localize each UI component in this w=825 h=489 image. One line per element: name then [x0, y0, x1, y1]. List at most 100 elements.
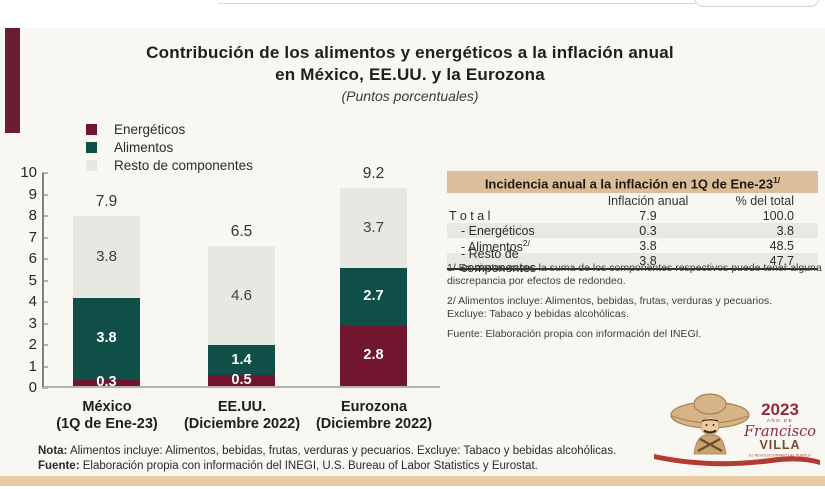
- legend-item-alimentos: Alimentos: [86, 138, 253, 156]
- row-label: T o t a l: [449, 208, 491, 223]
- table-row-alimentos: - Alimentos2/ 3.8 48.5: [447, 238, 818, 254]
- y-tick-label: 0: [28, 379, 37, 396]
- villa-eye-right: [712, 424, 715, 426]
- row-pct: 47.7: [769, 253, 794, 268]
- legend-label: Alimentos: [114, 139, 174, 155]
- y-tick-label: 4: [28, 293, 37, 310]
- y-tick-mark: [42, 344, 48, 346]
- y-tick-label: 2: [28, 336, 37, 353]
- row-inflacion: 3.8: [639, 253, 657, 268]
- segment-value: 2.7: [363, 288, 384, 305]
- bandolier-left: [697, 437, 721, 453]
- francisco-villa-logo: 2023 AÑO DE Francisco VILLA EL REVOLUCIO…: [654, 393, 820, 467]
- y-tick-mark: [42, 172, 48, 174]
- y-tick-mark: [42, 365, 48, 368]
- table-source: Fuente: Elaboración propia con informaci…: [447, 328, 702, 340]
- y-tick-label: 5: [28, 271, 37, 289]
- row-label-text: - Alimentos: [461, 239, 523, 254]
- column-header-inflacion: Inflación anual: [607, 193, 689, 208]
- y-tick-label: 1: [28, 357, 37, 375]
- x-label-eeuu: EE.UU. (Diciembre 2022): [162, 399, 322, 433]
- segment-value: 0.3: [96, 374, 117, 391]
- segment-value: 3.7: [363, 219, 384, 237]
- x-label-eurozona: Eurozona (Diciembre 2022): [294, 399, 454, 433]
- bar-total-label-eeuu: 6.5: [230, 223, 253, 241]
- category-period: (1Q de Ene-23): [56, 416, 158, 432]
- category-name: EE.UU.: [217, 399, 267, 415]
- maroon-accent-bar: [5, 28, 20, 133]
- sombrero-crown-icon: [693, 393, 727, 415]
- y-tick-mark: [42, 279, 48, 282]
- y-tick-mark: [42, 258, 48, 260]
- segment-alimentos-eurozona: 2.7: [340, 267, 407, 326]
- row-pct: 48.5: [769, 238, 794, 253]
- bar-total-label-mexico: 7.9: [95, 193, 118, 211]
- row-label-superscript: 2/: [522, 237, 530, 248]
- table-footnotes: 1/ En ciertos casos la suma de los compo…: [447, 262, 825, 341]
- bar-eurozona: 9.2 2.8 2.7 3.7: [340, 165, 407, 386]
- legend-item-energeticos: Energéticos: [86, 120, 253, 138]
- legend-swatch-alimentos-icon: [86, 141, 97, 153]
- logo-tagline: EL REVOLUCIONARIO DEL PUEBLO: [749, 454, 810, 458]
- y-tick-label: 6: [28, 250, 37, 267]
- legend-item-resto: Resto de componentes: [86, 156, 253, 174]
- segment-value: 2.8: [363, 347, 384, 364]
- nota-text: Alimentos incluye: Alimentos, bebidas, f…: [67, 445, 617, 457]
- row-pct: 100.0: [762, 208, 794, 223]
- row-inflacion: 3.8: [639, 238, 657, 253]
- footnote-1: 1/ En ciertos casos la suma de los compo…: [447, 262, 822, 287]
- segment-alimentos-eeuu: 1.4: [208, 345, 275, 376]
- table-column-headers: Inflación anual % del total: [447, 193, 818, 208]
- category-period: (Diciembre 2022): [315, 416, 433, 432]
- segment-value: 3.8: [96, 330, 117, 347]
- segment-resto-eeuu: 4.6: [208, 246, 275, 346]
- segment-resto-mexico: 3.8: [73, 216, 140, 298]
- red-ribbon: [654, 454, 820, 467]
- logo-surname: VILLA: [759, 438, 800, 452]
- villa-eye-left: [705, 424, 708, 426]
- column-header-pct: % del total: [735, 193, 794, 208]
- logo-ano-de: AÑO DE: [767, 417, 793, 423]
- segment-value: 4.6: [231, 287, 252, 305]
- y-axis-tickmarks: [42, 172, 48, 389]
- y-tick-label: 10: [20, 164, 37, 181]
- partial-browser-control[interactable]: [694, 0, 820, 7]
- table-title-text: Incidencia anual a la inflación en 1Q de…: [484, 176, 774, 192]
- legend-label: Resto de componentes: [114, 157, 253, 173]
- fuente-text: Elaboración propia con información del I…: [79, 459, 538, 472]
- y-tick-label: 8: [28, 207, 37, 224]
- table-title: Incidencia anual a la inflación en 1Q de…: [447, 171, 818, 194]
- segment-energeticos-eurozona: 2.8: [340, 325, 407, 386]
- y-tick-mark: [42, 236, 48, 239]
- chart-legend: Energéticos Alimentos Resto de component…: [86, 120, 253, 174]
- nota-label: Nota:: [38, 445, 68, 457]
- top-divider-line: [218, 3, 696, 4]
- row-pct: 3.8: [776, 223, 794, 238]
- y-tick-mark: [42, 193, 48, 196]
- y-tick-mark: [42, 322, 48, 325]
- x-label-mexico: México (1Q de Ene-23): [27, 399, 187, 433]
- villa-hair: [701, 419, 719, 422]
- fuente-line: Fuente: Elaboración propia con informaci…: [38, 459, 618, 474]
- chart-title-line1: Contribución de los alimentos y energéti…: [146, 43, 674, 62]
- bar-chart-plot: 7.9 0.3 3.8 3.8 6.5 0.5 1.4 4.6 9.2 2.8 …: [42, 165, 440, 390]
- y-tick-label: 9: [28, 185, 37, 203]
- footnote-2-line1: 2/ Alimentos incluye: Alimentos, bebidas…: [447, 295, 773, 307]
- villa-mustache: [703, 429, 717, 434]
- category-name: Eurozona: [340, 399, 408, 415]
- legend-label: Energéticos: [114, 121, 186, 137]
- table-row-energeticos: - Energéticos 0.3 3.8: [447, 223, 818, 239]
- row-label: - Alimentos2/: [447, 238, 583, 254]
- segment-value: 3.8: [96, 248, 117, 266]
- fuente-label: Fuente:: [38, 459, 80, 472]
- segment-energeticos-mexico: 0.3: [73, 375, 140, 390]
- y-tick-mark: [42, 387, 48, 389]
- row-label: - Resto de componentes: [461, 246, 537, 275]
- table-row-resto: - Resto de componentes 3.8 47.7: [447, 247, 818, 275]
- y-tick-label: 7: [28, 228, 37, 246]
- y-tick-mark: [42, 301, 48, 303]
- segment-resto-eurozona: 3.7: [340, 188, 407, 268]
- bar-mexico: 7.9 0.3 3.8 3.8: [73, 193, 140, 390]
- category-name: México: [82, 399, 132, 415]
- bar-total-label-eurozona: 9.2: [362, 165, 385, 183]
